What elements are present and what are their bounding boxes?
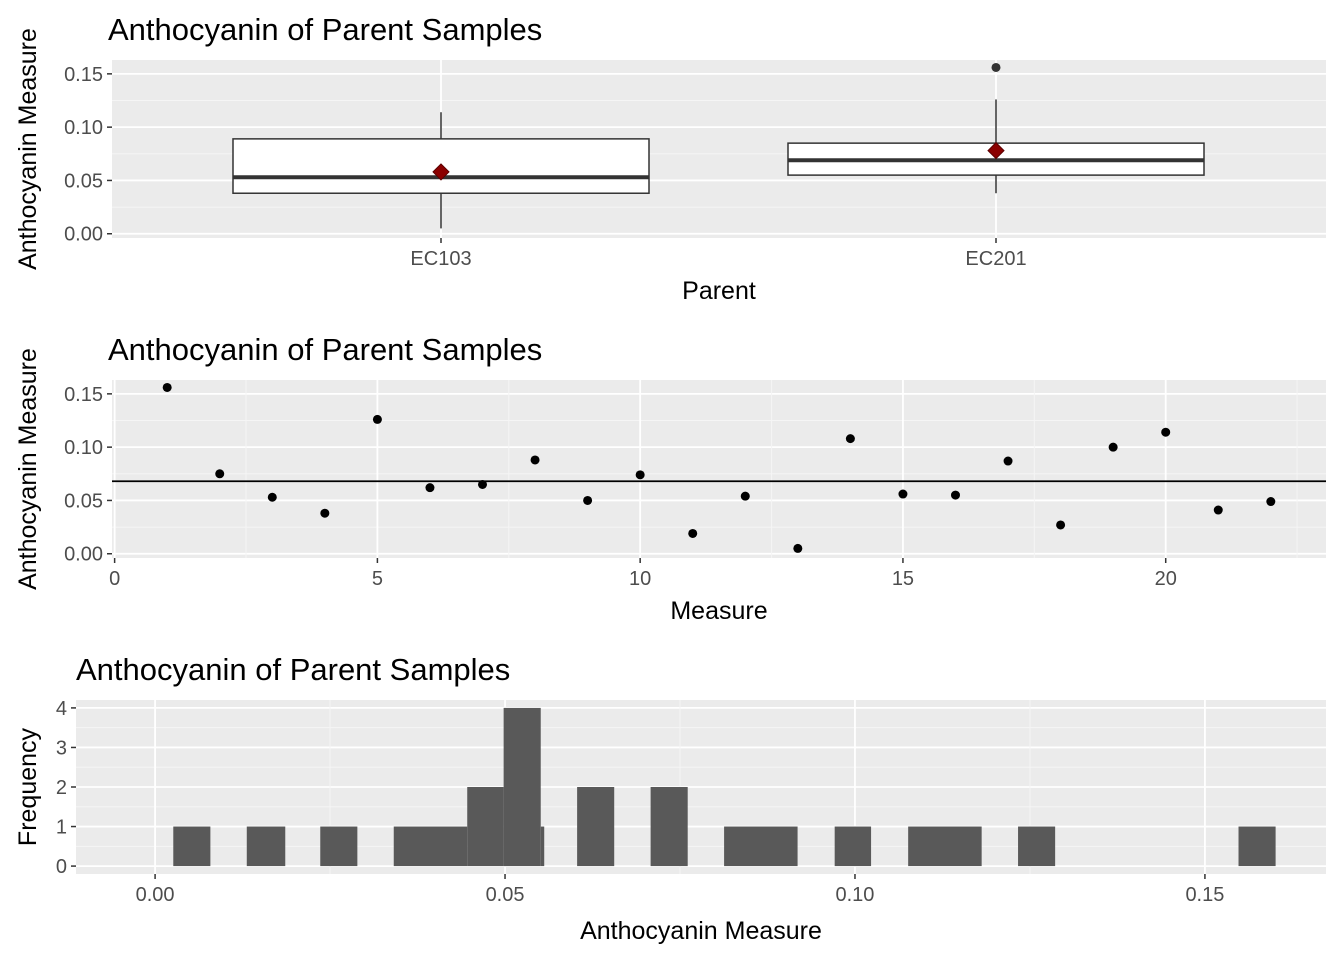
- histogram-bar: [1238, 826, 1276, 867]
- data-point: [898, 489, 908, 499]
- data-point: [1213, 505, 1223, 515]
- panel-3-title: Anthocyanin of Parent Samples: [76, 652, 510, 687]
- x-tick-label: 0.15: [1185, 884, 1224, 906]
- panel-2-title: Anthocyanin of Parent Samples: [108, 332, 542, 367]
- histogram-bar: [650, 787, 688, 867]
- histogram-bar: [246, 826, 286, 867]
- data-point: [372, 414, 382, 424]
- y-tick-label: 3: [56, 737, 67, 759]
- data-point: [1056, 520, 1066, 530]
- y-tick-label: 0.15: [64, 64, 103, 86]
- data-point: [530, 455, 540, 465]
- panel-2-plot-background: [112, 380, 1326, 558]
- data-point: [1108, 442, 1118, 452]
- data-point: [320, 508, 330, 518]
- data-point: [162, 382, 172, 392]
- y-tick-label: 0.15: [64, 384, 103, 406]
- histogram-bar: [503, 707, 541, 867]
- boxplot-panel: Anthocyanin of Parent Samples 0.000.050.…: [14, 12, 1326, 305]
- panel-2-y-axis-label: Anthocyanin Measure: [14, 348, 42, 590]
- panel-1-title: Anthocyanin of Parent Samples: [108, 12, 542, 47]
- histogram-bar: [1018, 826, 1056, 867]
- histogram-panel: Anthocyanin of Parent Samples 0 1 2 3 4 0.00…: [14, 652, 1326, 945]
- x-tick-label-ec201: EC201: [965, 248, 1026, 270]
- y-tick-label: 0.05: [64, 170, 103, 192]
- y-tick-label: 0.10: [64, 117, 103, 139]
- histogram-bar: [577, 787, 615, 867]
- box-ec201: [787, 62, 1205, 194]
- panel-3-x-ticks: 0.00 0.05 0.10 0.15: [136, 874, 1224, 906]
- panel-2-points: [112, 382, 1326, 553]
- scatter-panel: Anthocyanin of Parent Samples 0.000.050.…: [14, 332, 1326, 625]
- data-point: [688, 528, 698, 538]
- mean-marker: [987, 141, 1005, 160]
- x-tick-label: 0: [109, 568, 120, 590]
- panel-2-x-axis-label: Measure: [670, 597, 767, 625]
- y-tick-label: 0.00: [64, 224, 103, 246]
- x-tick-label: 10: [629, 568, 651, 590]
- x-tick-label: 5: [372, 568, 383, 590]
- panel-1-y-ticks: 0.00 0.05 0.10 0.15: [64, 64, 112, 246]
- y-tick-label: 0.05: [64, 490, 103, 512]
- data-point: [635, 470, 645, 480]
- data-point: [583, 495, 593, 505]
- box-ec103: [232, 112, 650, 229]
- y-tick-label: 1: [56, 817, 67, 839]
- data-point: [1266, 497, 1276, 507]
- panel-3-y-ticks: 0 1 2 3 4: [56, 698, 76, 878]
- y-tick-label: 2: [56, 777, 67, 799]
- histogram-bar: [320, 826, 358, 867]
- panel-3-y-axis-label: Frequency: [14, 727, 42, 846]
- mean-marker: [432, 163, 450, 181]
- x-tick-label: 20: [1155, 568, 1177, 590]
- panel-1-y-axis-label: Anthocyanin Measure: [14, 28, 42, 270]
- y-tick-label: 4: [56, 698, 67, 720]
- data-point: [215, 469, 225, 479]
- y-tick-label: 0.00: [64, 544, 103, 566]
- panel-1-x-axis-label: Parent: [682, 277, 756, 305]
- panel-2-gridlines: [112, 380, 1326, 558]
- histogram-bar: [467, 787, 504, 867]
- histogram-bar: [393, 826, 468, 867]
- x-tick-label: 0.05: [486, 884, 525, 906]
- data-point: [1161, 427, 1171, 437]
- data-point: [478, 479, 488, 489]
- histogram-bar: [173, 826, 211, 867]
- data-point: [267, 492, 277, 502]
- data-point: [845, 434, 855, 444]
- panel-2-y-ticks: 0.00 0.05 0.10 0.15: [64, 384, 112, 566]
- data-point: [950, 490, 960, 500]
- x-tick-label-ec103: EC103: [410, 248, 471, 270]
- x-tick-label: 0.10: [836, 884, 875, 906]
- panel-1-gridlines: [112, 60, 1326, 238]
- x-tick-label: 0.00: [136, 884, 175, 906]
- panel-2-x-ticks: 0 5 10 15 20: [109, 558, 1177, 590]
- data-point: [740, 491, 750, 501]
- panel-1-boxes: [232, 62, 1205, 229]
- panel-1-x-ticks: EC103 EC201: [410, 238, 1027, 270]
- histogram-bar: [724, 826, 798, 867]
- y-tick-label: 0.10: [64, 437, 103, 459]
- histogram-bar: [540, 826, 545, 867]
- outlier-point: [991, 62, 1001, 72]
- histogram-bar: [908, 826, 982, 867]
- data-point: [793, 543, 803, 553]
- panel-3-bars: [173, 707, 1276, 867]
- x-tick-label: 15: [892, 568, 914, 590]
- data-point: [425, 483, 435, 493]
- y-tick-label: 0: [56, 856, 67, 878]
- histogram-bar: [834, 826, 872, 867]
- panel-3-x-axis-label: Anthocyanin Measure: [580, 917, 822, 945]
- data-point: [1003, 456, 1013, 466]
